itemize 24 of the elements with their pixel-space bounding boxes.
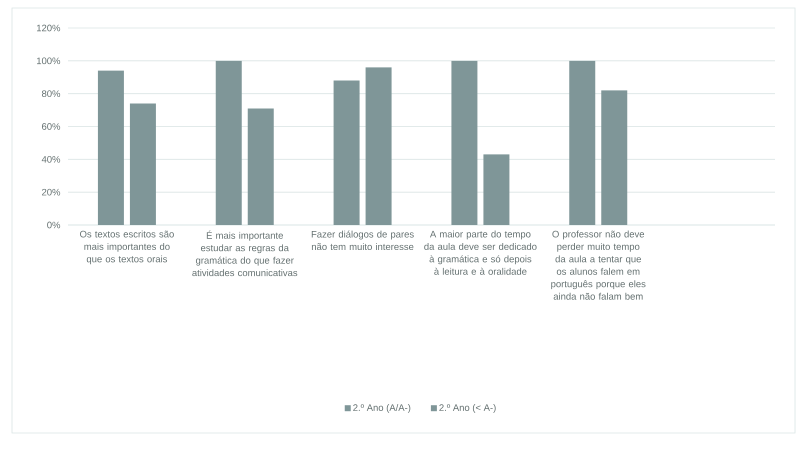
bar (334, 80, 360, 225)
x-tick-label: A maior parte do tempo da aula deve ser dedicado à gramática e só depois à leitura e à oralidade (424, 230, 537, 275)
y-tick-label: 60% (42, 123, 60, 130)
legend-label: 2.º Ano (A/A-) (353, 404, 410, 413)
bar (248, 108, 274, 225)
bar (216, 60, 242, 225)
bar (483, 154, 510, 225)
y-tick-label: 20% (42, 188, 60, 196)
bar (98, 70, 124, 225)
x-tick-label: É mais importante estudar as regras da gramática do que fazer atividades comunicativas (192, 230, 298, 276)
bar (366, 67, 392, 225)
bar (451, 60, 478, 225)
y-tick-label: 120% (36, 24, 60, 32)
y-tick-label: 80% (42, 90, 60, 98)
bar (601, 90, 628, 225)
x-tick-label: Fazer diálogos de pares não tem muito interesse (312, 230, 414, 250)
y-tick-label: 100% (36, 57, 60, 64)
y-tick-label: 40% (42, 156, 60, 163)
legend-label: 2.º Ano (< A-) (439, 404, 496, 413)
y-tick-label: 0% (47, 222, 60, 228)
bar (569, 60, 596, 225)
x-tick-label: Os textos escritos são mais importantes do que os textos orais (80, 230, 174, 264)
bar (130, 104, 156, 225)
x-tick-label: O professor não deve perder muito tempo da aula a tentar que os alunos falem em português porque eles ainda não falam bem (551, 230, 646, 300)
